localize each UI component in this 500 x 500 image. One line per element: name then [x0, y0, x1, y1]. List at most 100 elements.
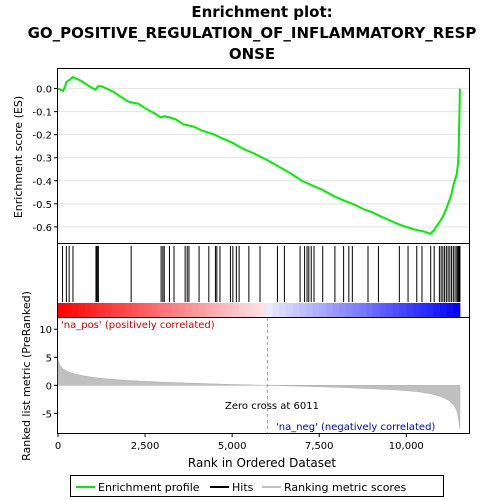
colorbar-segment: [426, 303, 434, 317]
legend-label-hits: Hits: [232, 481, 254, 494]
zero-cross-label: Zero cross at 6011: [225, 401, 319, 412]
colorbar-segment: [64, 303, 72, 317]
colorbar-segment: [352, 303, 360, 317]
colorbar-segment: [218, 303, 226, 317]
colorbar-segment: [124, 303, 133, 317]
es-ylabel: Enrichment score (ES): [12, 96, 25, 218]
colorbar-segment: [138, 303, 146, 317]
colorbar-segment: [346, 303, 354, 317]
metric-ytick-label: 5: [46, 353, 52, 364]
colorbar-segment: [71, 303, 79, 317]
colorbar-segment: [158, 303, 166, 317]
colorbar-segment: [386, 303, 394, 317]
title-line-3: ONSE: [229, 45, 275, 63]
colorbar-segment: [245, 303, 253, 317]
colorbar-segment: [78, 303, 86, 317]
es-ytick-label: 0.0: [36, 85, 52, 96]
hit-marks: [62, 246, 461, 302]
colorbar-segment: [292, 303, 300, 317]
es-ytick-label: -0.6: [32, 223, 52, 234]
x-axis-label: Rank in Ordered Dataset: [188, 456, 336, 470]
enrichment-profile-line: [57, 75, 461, 235]
colorbar-segment: [225, 303, 233, 317]
colorbar-segment: [419, 303, 427, 317]
colorbar-segment: [366, 303, 374, 317]
colorbar-segment: [446, 303, 454, 317]
colorbar-segment: [98, 303, 106, 317]
colorbar-segment: [84, 303, 92, 317]
ranking-colorbar: [58, 303, 461, 317]
colorbar-segment: [319, 303, 327, 317]
es-ytick-label: -0.3: [32, 154, 52, 165]
colorbar-segment: [58, 303, 66, 317]
colorbar-segment: [171, 303, 179, 317]
es-ytick-label: -0.4: [32, 177, 52, 188]
colorbar-segment: [238, 303, 246, 317]
colorbar-segment: [111, 303, 119, 317]
x-tick-label: 7,500: [305, 441, 334, 452]
colorbar-segment: [131, 303, 139, 317]
colorbar-segment: [399, 303, 407, 317]
colorbar-segment: [151, 303, 159, 317]
colorbar-segment: [272, 303, 280, 317]
colorbar-segment: [406, 303, 414, 317]
colorbar-segment: [453, 303, 461, 317]
colorbar-segment: [439, 303, 447, 317]
colorbar-segment: [392, 303, 401, 317]
x-tick-label: 10,000: [389, 441, 424, 452]
es-ytick-label: -0.5: [32, 200, 52, 211]
colorbar-segment: [279, 303, 287, 317]
colorbar-segment: [205, 303, 213, 317]
x-tick-label: 5,000: [218, 441, 247, 452]
es-ytick-label: -0.2: [32, 131, 52, 142]
colorbar-segment: [305, 303, 313, 317]
colorbar-segment: [299, 303, 307, 317]
x-tick-label: 2,500: [131, 441, 160, 452]
colorbar-segment: [413, 303, 421, 317]
chart-title: Enrichment plot: GO_POSITIVE_REGULATION_…: [28, 3, 477, 63]
metric-panel-frame: [57, 317, 470, 434]
colorbar-segment: [379, 303, 387, 317]
es-panel: 0.0 -0.1 -0.2 -0.3 -0.4 -0.5 -0.6 Enrichment s…: [12, 68, 470, 244]
colorbar-segment: [178, 303, 186, 317]
colorbar-segment: [258, 303, 267, 317]
colorbar-segment: [372, 303, 380, 317]
legend: Enrichment profile Hits Ranking metric s…: [70, 475, 444, 497]
colorbar-segment: [265, 303, 273, 317]
legend-label-enrichment: Enrichment profile: [98, 481, 200, 494]
colorbar-segment: [91, 303, 99, 317]
colorbar-segment: [325, 303, 334, 317]
ranking-metric-area: [57, 360, 461, 430]
metric-ytick-label: 10: [39, 325, 52, 336]
es-grid: [58, 88, 469, 228]
hits-panel: [57, 243, 470, 318]
colorbar-segment: [165, 303, 173, 317]
es-panel-frame: [57, 68, 470, 244]
title-line-1: Enrichment plot:: [191, 3, 332, 21]
metric-yticks: 10 5 0 -5: [39, 325, 58, 420]
legend-label-metric: Ranking metric scores: [284, 481, 406, 494]
pos-label: 'na_pos' (positively correlated): [61, 320, 215, 331]
colorbar-segment: [332, 303, 340, 317]
es-yticks: 0.0 -0.1 -0.2 -0.3 -0.4 -0.5 -0.6: [32, 85, 58, 234]
metric-ytick-label: -5: [42, 409, 52, 420]
colorbar-segment: [232, 303, 240, 317]
x-axis: 0 2,500 5,000 7,500 10,000: [55, 433, 424, 452]
metric-ytick-label: 0: [46, 381, 52, 392]
es-ytick-label: -0.1: [32, 108, 52, 119]
colorbar-segment: [191, 303, 200, 317]
colorbar-segment: [359, 303, 367, 317]
colorbar-segment: [118, 303, 126, 317]
colorbar-segment: [212, 303, 220, 317]
colorbar-segment: [312, 303, 320, 317]
x-tick-label: 0: [55, 441, 61, 452]
colorbar-segment: [433, 303, 441, 317]
colorbar-segment: [339, 303, 347, 317]
colorbar-segment: [285, 303, 293, 317]
title-line-2: GO_POSITIVE_REGULATION_OF_INFLAMMATORY_R…: [28, 24, 477, 42]
legend-frame: [70, 475, 444, 497]
neg-label: 'na_neg' (negatively correlated): [276, 422, 435, 433]
colorbar-segment: [252, 303, 260, 317]
